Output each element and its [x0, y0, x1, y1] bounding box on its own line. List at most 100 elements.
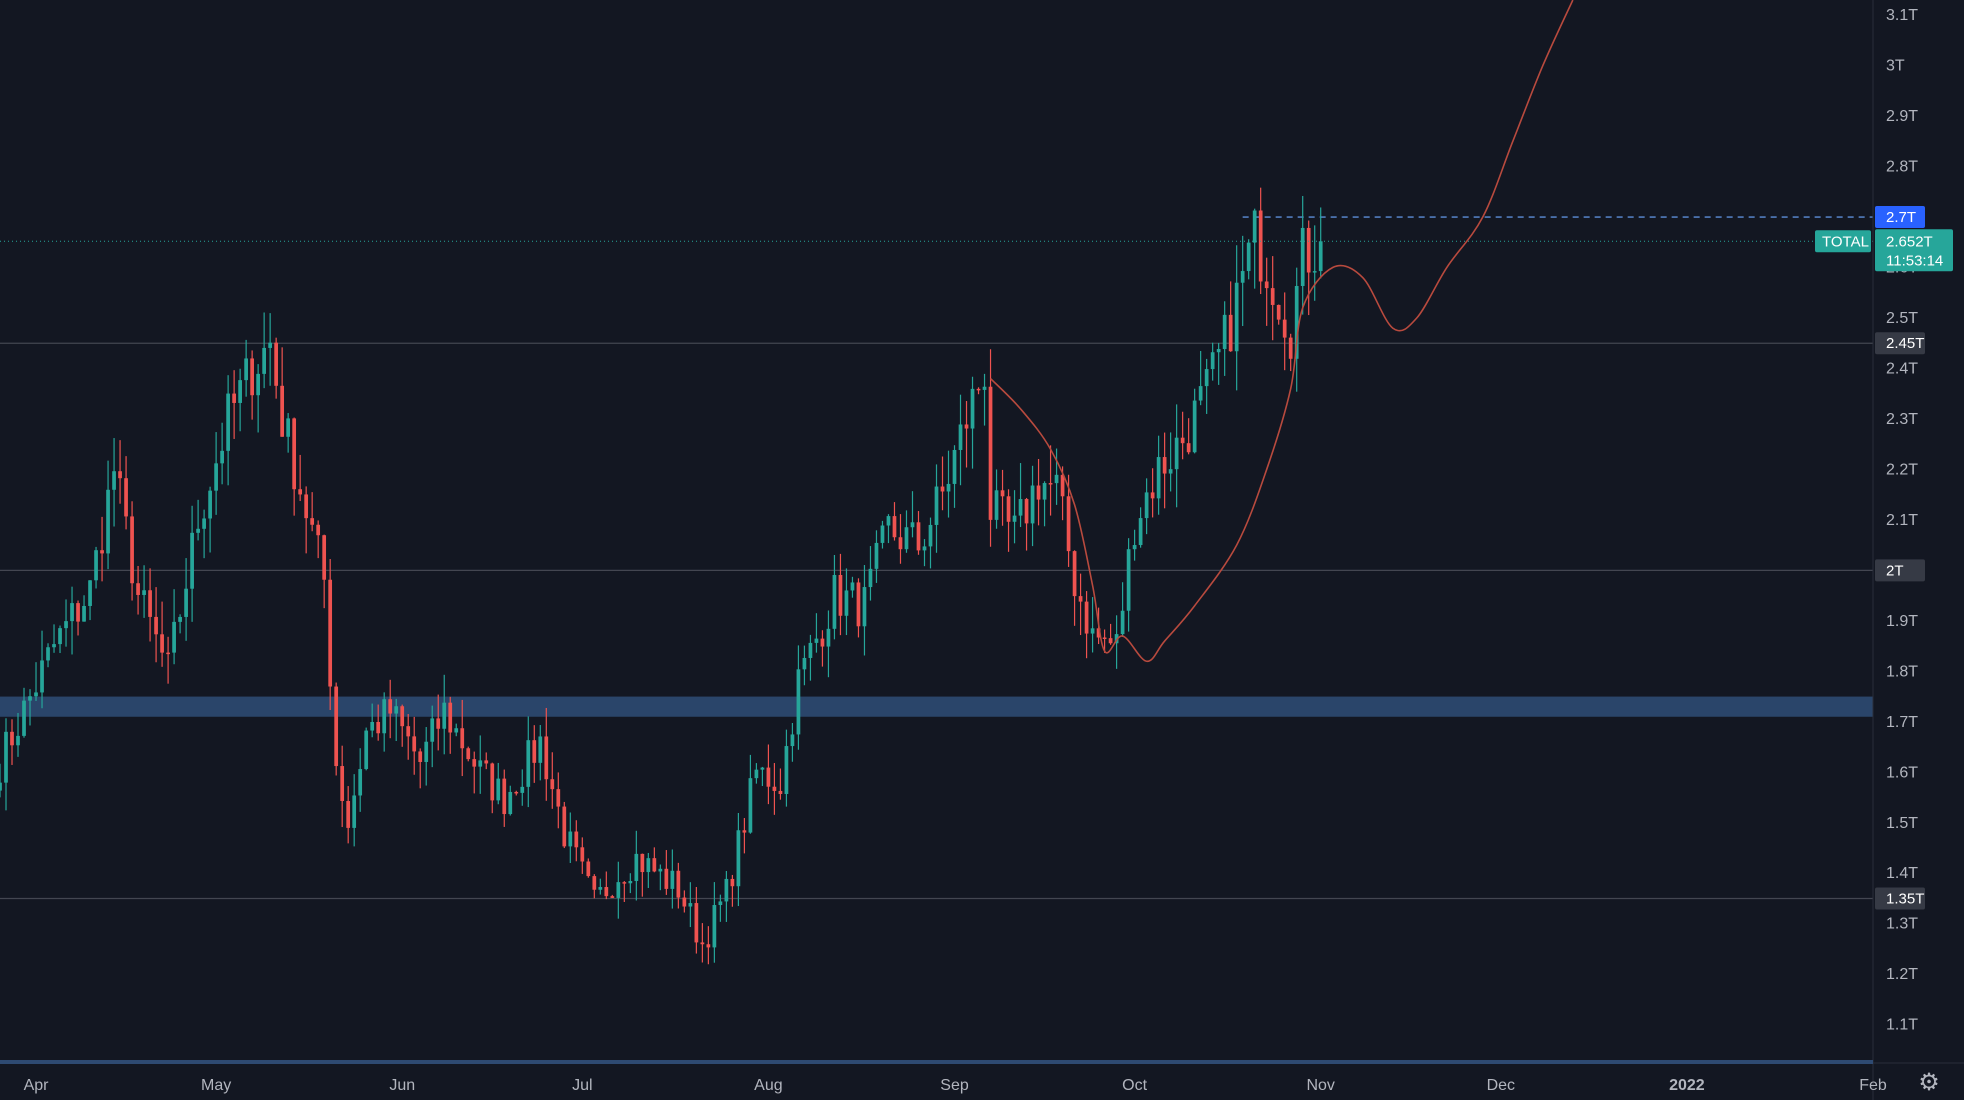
candle[interactable]: [790, 723, 795, 762]
candle[interactable]: [748, 754, 753, 834]
candle[interactable]: [1294, 267, 1299, 392]
candle[interactable]: [760, 766, 765, 787]
candle[interactable]: [154, 587, 158, 663]
candle[interactable]: [952, 445, 957, 508]
candle[interactable]: [532, 725, 537, 783]
candle[interactable]: [52, 624, 56, 653]
candle[interactable]: [226, 375, 230, 486]
candle[interactable]: [424, 727, 429, 786]
candle[interactable]: [976, 387, 981, 395]
candle[interactable]: [910, 491, 915, 538]
candle[interactable]: [88, 580, 92, 621]
candle[interactable]: [916, 511, 921, 555]
candle[interactable]: [64, 599, 68, 647]
candle[interactable]: [1102, 629, 1107, 653]
candle[interactable]: [94, 546, 98, 589]
candle[interactable]: [160, 601, 164, 667]
candle[interactable]: [388, 679, 393, 739]
candle[interactable]: [562, 801, 567, 849]
candle[interactable]: [730, 874, 735, 907]
candle[interactable]: [340, 745, 345, 828]
candle[interactable]: [964, 401, 969, 468]
candle[interactable]: [1240, 235, 1245, 327]
candle[interactable]: [10, 719, 14, 765]
candle[interactable]: [1084, 591, 1089, 659]
candle[interactable]: [982, 373, 987, 426]
candle[interactable]: [268, 313, 273, 386]
candle[interactable]: [490, 762, 495, 814]
candle[interactable]: [22, 687, 26, 738]
candle[interactable]: [1300, 195, 1305, 315]
candle[interactable]: [232, 370, 236, 439]
candle[interactable]: [280, 347, 285, 437]
candle[interactable]: [148, 568, 152, 642]
candle[interactable]: [508, 785, 513, 816]
candle[interactable]: [70, 586, 74, 655]
candle[interactable]: [988, 349, 993, 547]
candle[interactable]: [970, 376, 975, 469]
candle[interactable]: [1000, 469, 1005, 526]
candle[interactable]: [112, 438, 116, 527]
candle[interactable]: [1030, 465, 1035, 547]
candle[interactable]: [832, 555, 837, 640]
candle[interactable]: [1144, 478, 1149, 535]
candle[interactable]: [1222, 301, 1227, 376]
candle[interactable]: [1192, 388, 1197, 454]
candle[interactable]: [574, 820, 579, 862]
candle[interactable]: [874, 530, 879, 583]
candle[interactable]: [580, 837, 585, 874]
candle[interactable]: [694, 886, 699, 954]
candle[interactable]: [406, 714, 411, 760]
candle[interactable]: [688, 882, 693, 928]
candle[interactable]: [16, 713, 20, 757]
candle[interactable]: [28, 689, 32, 726]
candle[interactable]: [364, 727, 369, 771]
candle[interactable]: [706, 926, 711, 965]
candle[interactable]: [616, 861, 621, 919]
candle[interactable]: [1306, 220, 1311, 316]
candle[interactable]: [844, 568, 849, 636]
candle[interactable]: [1150, 468, 1155, 518]
candle[interactable]: [802, 645, 807, 686]
candle[interactable]: [592, 874, 597, 899]
candle[interactable]: [1072, 550, 1077, 626]
candle[interactable]: [298, 454, 303, 502]
candle[interactable]: [496, 762, 501, 805]
candle[interactable]: [1042, 481, 1047, 527]
candle[interactable]: [394, 698, 399, 742]
candle[interactable]: [1210, 342, 1215, 381]
candle[interactable]: [646, 852, 651, 888]
candle[interactable]: [1024, 497, 1029, 551]
candle[interactable]: [454, 723, 459, 737]
candle[interactable]: [1198, 350, 1203, 406]
candle[interactable]: [0, 763, 2, 798]
candle[interactable]: [922, 539, 927, 567]
candle[interactable]: [430, 705, 435, 768]
candle[interactable]: [274, 337, 279, 399]
candle[interactable]: [676, 862, 681, 909]
candle[interactable]: [214, 432, 218, 515]
candle[interactable]: [526, 716, 531, 808]
candle[interactable]: [1060, 466, 1065, 521]
candle[interactable]: [1162, 432, 1167, 509]
candle[interactable]: [886, 514, 891, 544]
candle[interactable]: [1228, 281, 1233, 352]
candle[interactable]: [262, 312, 267, 389]
candle[interactable]: [76, 600, 80, 636]
candle[interactable]: [1318, 207, 1323, 279]
candle[interactable]: [1054, 448, 1059, 505]
candle[interactable]: [1048, 445, 1053, 516]
candle[interactable]: [628, 873, 633, 894]
candle[interactable]: [892, 502, 897, 541]
candle[interactable]: [604, 871, 609, 900]
candle[interactable]: [58, 625, 62, 654]
candle[interactable]: [1180, 411, 1185, 460]
candle[interactable]: [220, 422, 224, 485]
candle[interactable]: [400, 704, 405, 747]
candle[interactable]: [1234, 245, 1239, 391]
candle[interactable]: [310, 492, 315, 532]
candle[interactable]: [256, 364, 260, 433]
candle[interactable]: [682, 890, 687, 913]
candle[interactable]: [352, 774, 357, 847]
